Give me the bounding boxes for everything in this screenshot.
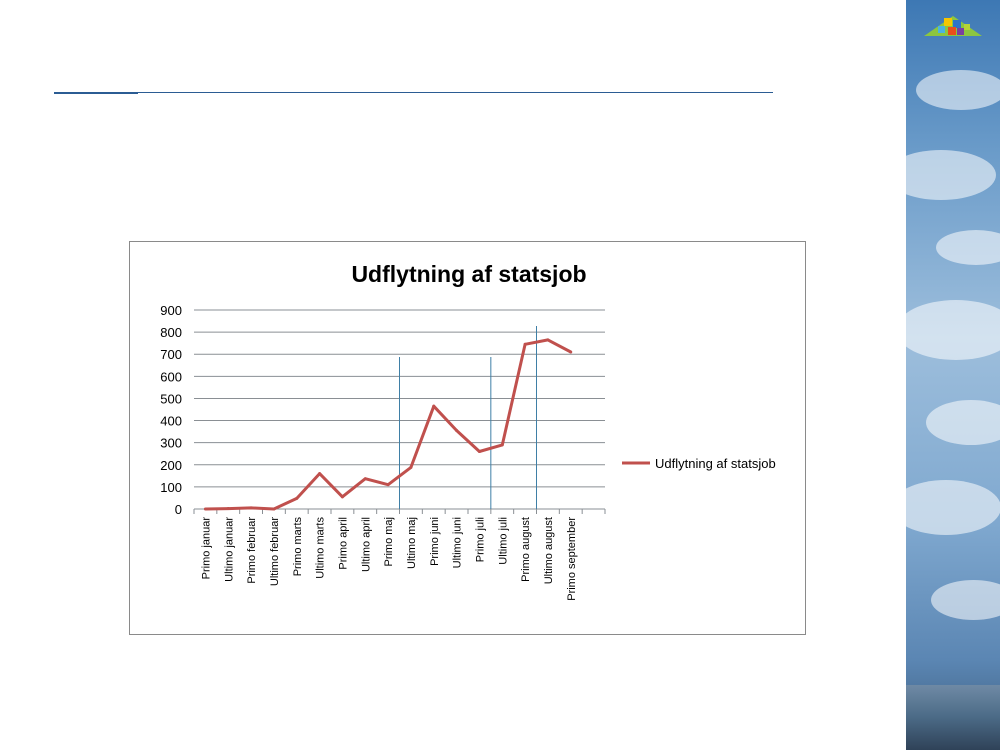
y-tick-label: 900 [160,303,182,318]
chart-title: Udflytning af statsjob [351,261,586,287]
data-point [363,477,367,481]
y-tick-label: 300 [160,436,182,451]
y-tick-label: 800 [160,325,182,340]
legend-label: Udflytning af statsjob [655,456,776,471]
y-tick-label: 400 [160,414,182,429]
data-point [386,483,390,487]
x-tick-label: Primo marts [292,517,304,577]
x-tick-label: Ultimo april [360,517,372,572]
data-point [203,507,207,511]
x-tick-label: Primo september [566,517,578,601]
x-tick-label: Ultimo juli [497,517,509,565]
data-point [409,465,413,469]
data-point [318,472,322,476]
y-tick-label: 700 [160,347,182,362]
chart-legend: Udflytning af statsjob [622,456,776,471]
x-tick-label: Primo januar [200,517,212,580]
x-tick-label: Ultimo januar [223,517,235,582]
x-tick-label: Primo juni [429,517,441,566]
data-point [226,507,230,511]
x-tick-label: Ultimo februar [269,517,281,586]
data-point [272,507,276,511]
x-axis: Primo januar Ultimo januar Primo februar Ul… [193,509,606,601]
x-tick-label: Ultimo juni [452,517,464,568]
data-point [340,495,344,499]
y-tick-label: 0 [175,502,182,517]
data-point [477,450,481,454]
series-group [203,338,573,511]
x-tick-label: Primo juli [474,517,486,562]
x-tick-label: Ultimo maj [406,517,418,569]
header-rule [138,92,773,93]
chart-frame [129,241,806,635]
y-tick-label: 500 [160,391,182,406]
landscape-silhouette [906,685,1000,750]
x-tick-label: Primo april [337,517,349,570]
y-tick-label: 200 [160,458,182,473]
x-tick-label: Ultimo august [543,517,555,584]
header-rule-accent [54,92,138,94]
x-tick-label: Primo august [520,517,532,582]
data-point [523,342,527,346]
data-point [295,496,299,500]
y-axis: 0 100 200 300 400 500 600 700 800 900 [160,303,182,517]
x-tick-label: Primo februar [246,517,258,584]
decorative-sky-image [906,0,1000,750]
data-point [546,338,550,342]
x-tick-label: Ultimo marts [315,517,327,579]
data-point [500,443,504,447]
x-tick-label: Primo maj [383,517,395,567]
data-point [455,429,459,433]
colorful-houses-logo-icon [924,16,982,36]
y-tick-label: 100 [160,480,182,495]
data-point [569,350,573,354]
data-point [432,404,436,408]
y-tick-label: 600 [160,369,182,384]
vertical-markers [399,326,537,509]
data-point [249,506,253,510]
